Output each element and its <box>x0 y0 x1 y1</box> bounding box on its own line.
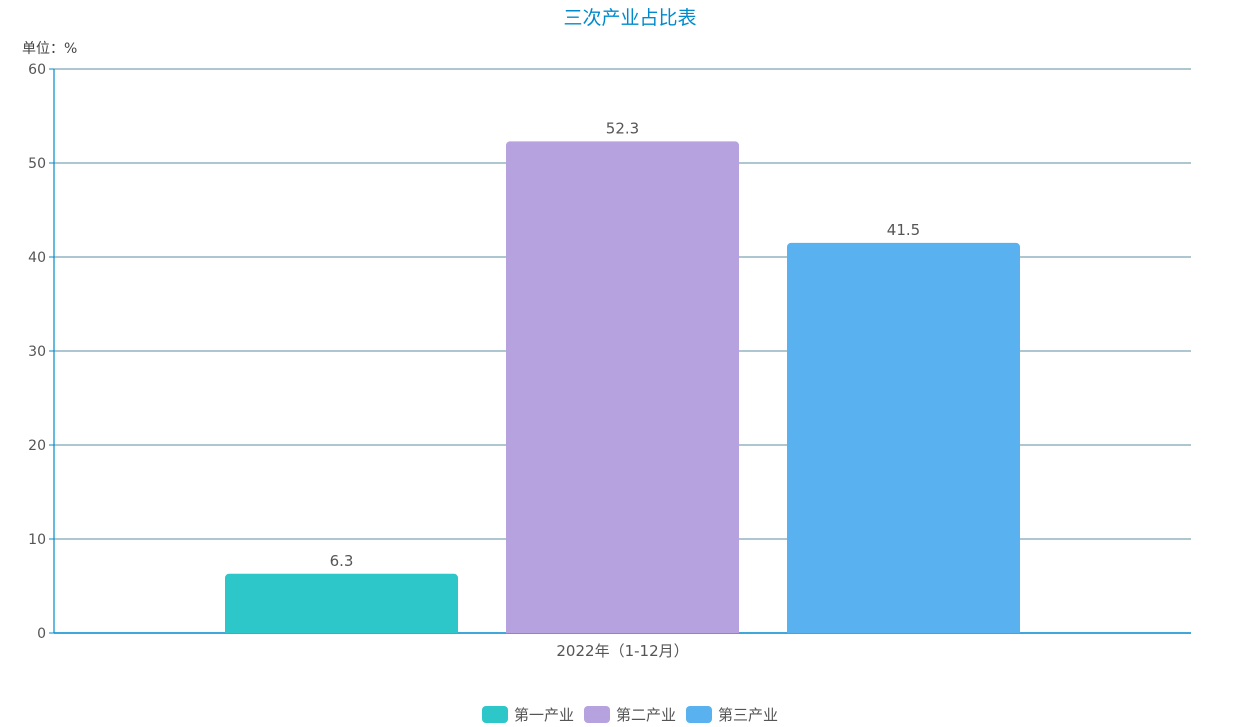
data-label-3: 41.5 <box>887 221 920 239</box>
data-label-2: 52.3 <box>606 119 639 137</box>
x-tick-label: 2022年（1-12月） <box>556 642 688 660</box>
bar-3 <box>787 242 1020 633</box>
data-label-1: 6.3 <box>330 552 354 570</box>
y-tick-label: 50 <box>28 156 46 172</box>
bar-1 <box>225 573 458 633</box>
bars <box>225 141 1020 633</box>
y-tick-label: 30 <box>28 344 46 360</box>
bar-2-base <box>506 628 739 633</box>
y-axis-unit-label: 单位：% <box>22 41 77 57</box>
y-tick-label: 40 <box>28 250 46 266</box>
legend-swatch-3 <box>686 706 712 723</box>
bar-3-base <box>787 628 1020 633</box>
data-labels: 6.3 52.3 41.5 <box>330 119 921 569</box>
legend-label-3: 第三产业 <box>718 706 778 724</box>
legend-swatch-2 <box>584 706 610 723</box>
y-tick-label: 10 <box>28 532 46 548</box>
bar-1-base <box>225 628 458 633</box>
legend-swatch-1 <box>482 706 508 723</box>
legend-label-1: 第一产业 <box>514 706 574 724</box>
legend: 第一产业 第二产业 第三产业 <box>482 706 778 724</box>
y-tick-label: 60 <box>28 62 46 78</box>
bar-2 <box>506 141 739 633</box>
chart-title: 三次产业占比表 <box>563 7 696 29</box>
y-tick-label: 20 <box>28 438 46 454</box>
y-tick-label: 0 <box>37 626 46 642</box>
legend-label-2: 第二产业 <box>616 706 676 724</box>
